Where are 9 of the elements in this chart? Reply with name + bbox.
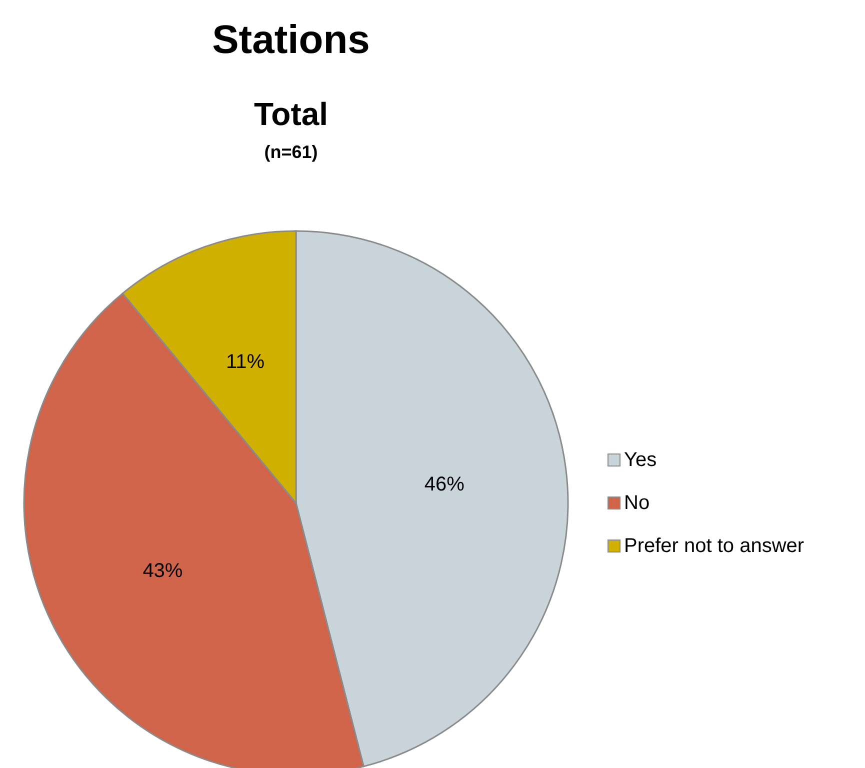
data-label: 11%: [226, 351, 265, 374]
text: (n=61): [264, 142, 318, 162]
legend-label: Prefer not to answer: [624, 535, 804, 557]
legend-label: Yes: [624, 449, 657, 471]
chart-title: Stations: [212, 18, 370, 62]
data-label: 43%: [142, 560, 183, 582]
legend-label: No: [624, 492, 650, 514]
chart-subtitle: Total: [254, 96, 328, 132]
data-label: 46%: [424, 473, 465, 496]
